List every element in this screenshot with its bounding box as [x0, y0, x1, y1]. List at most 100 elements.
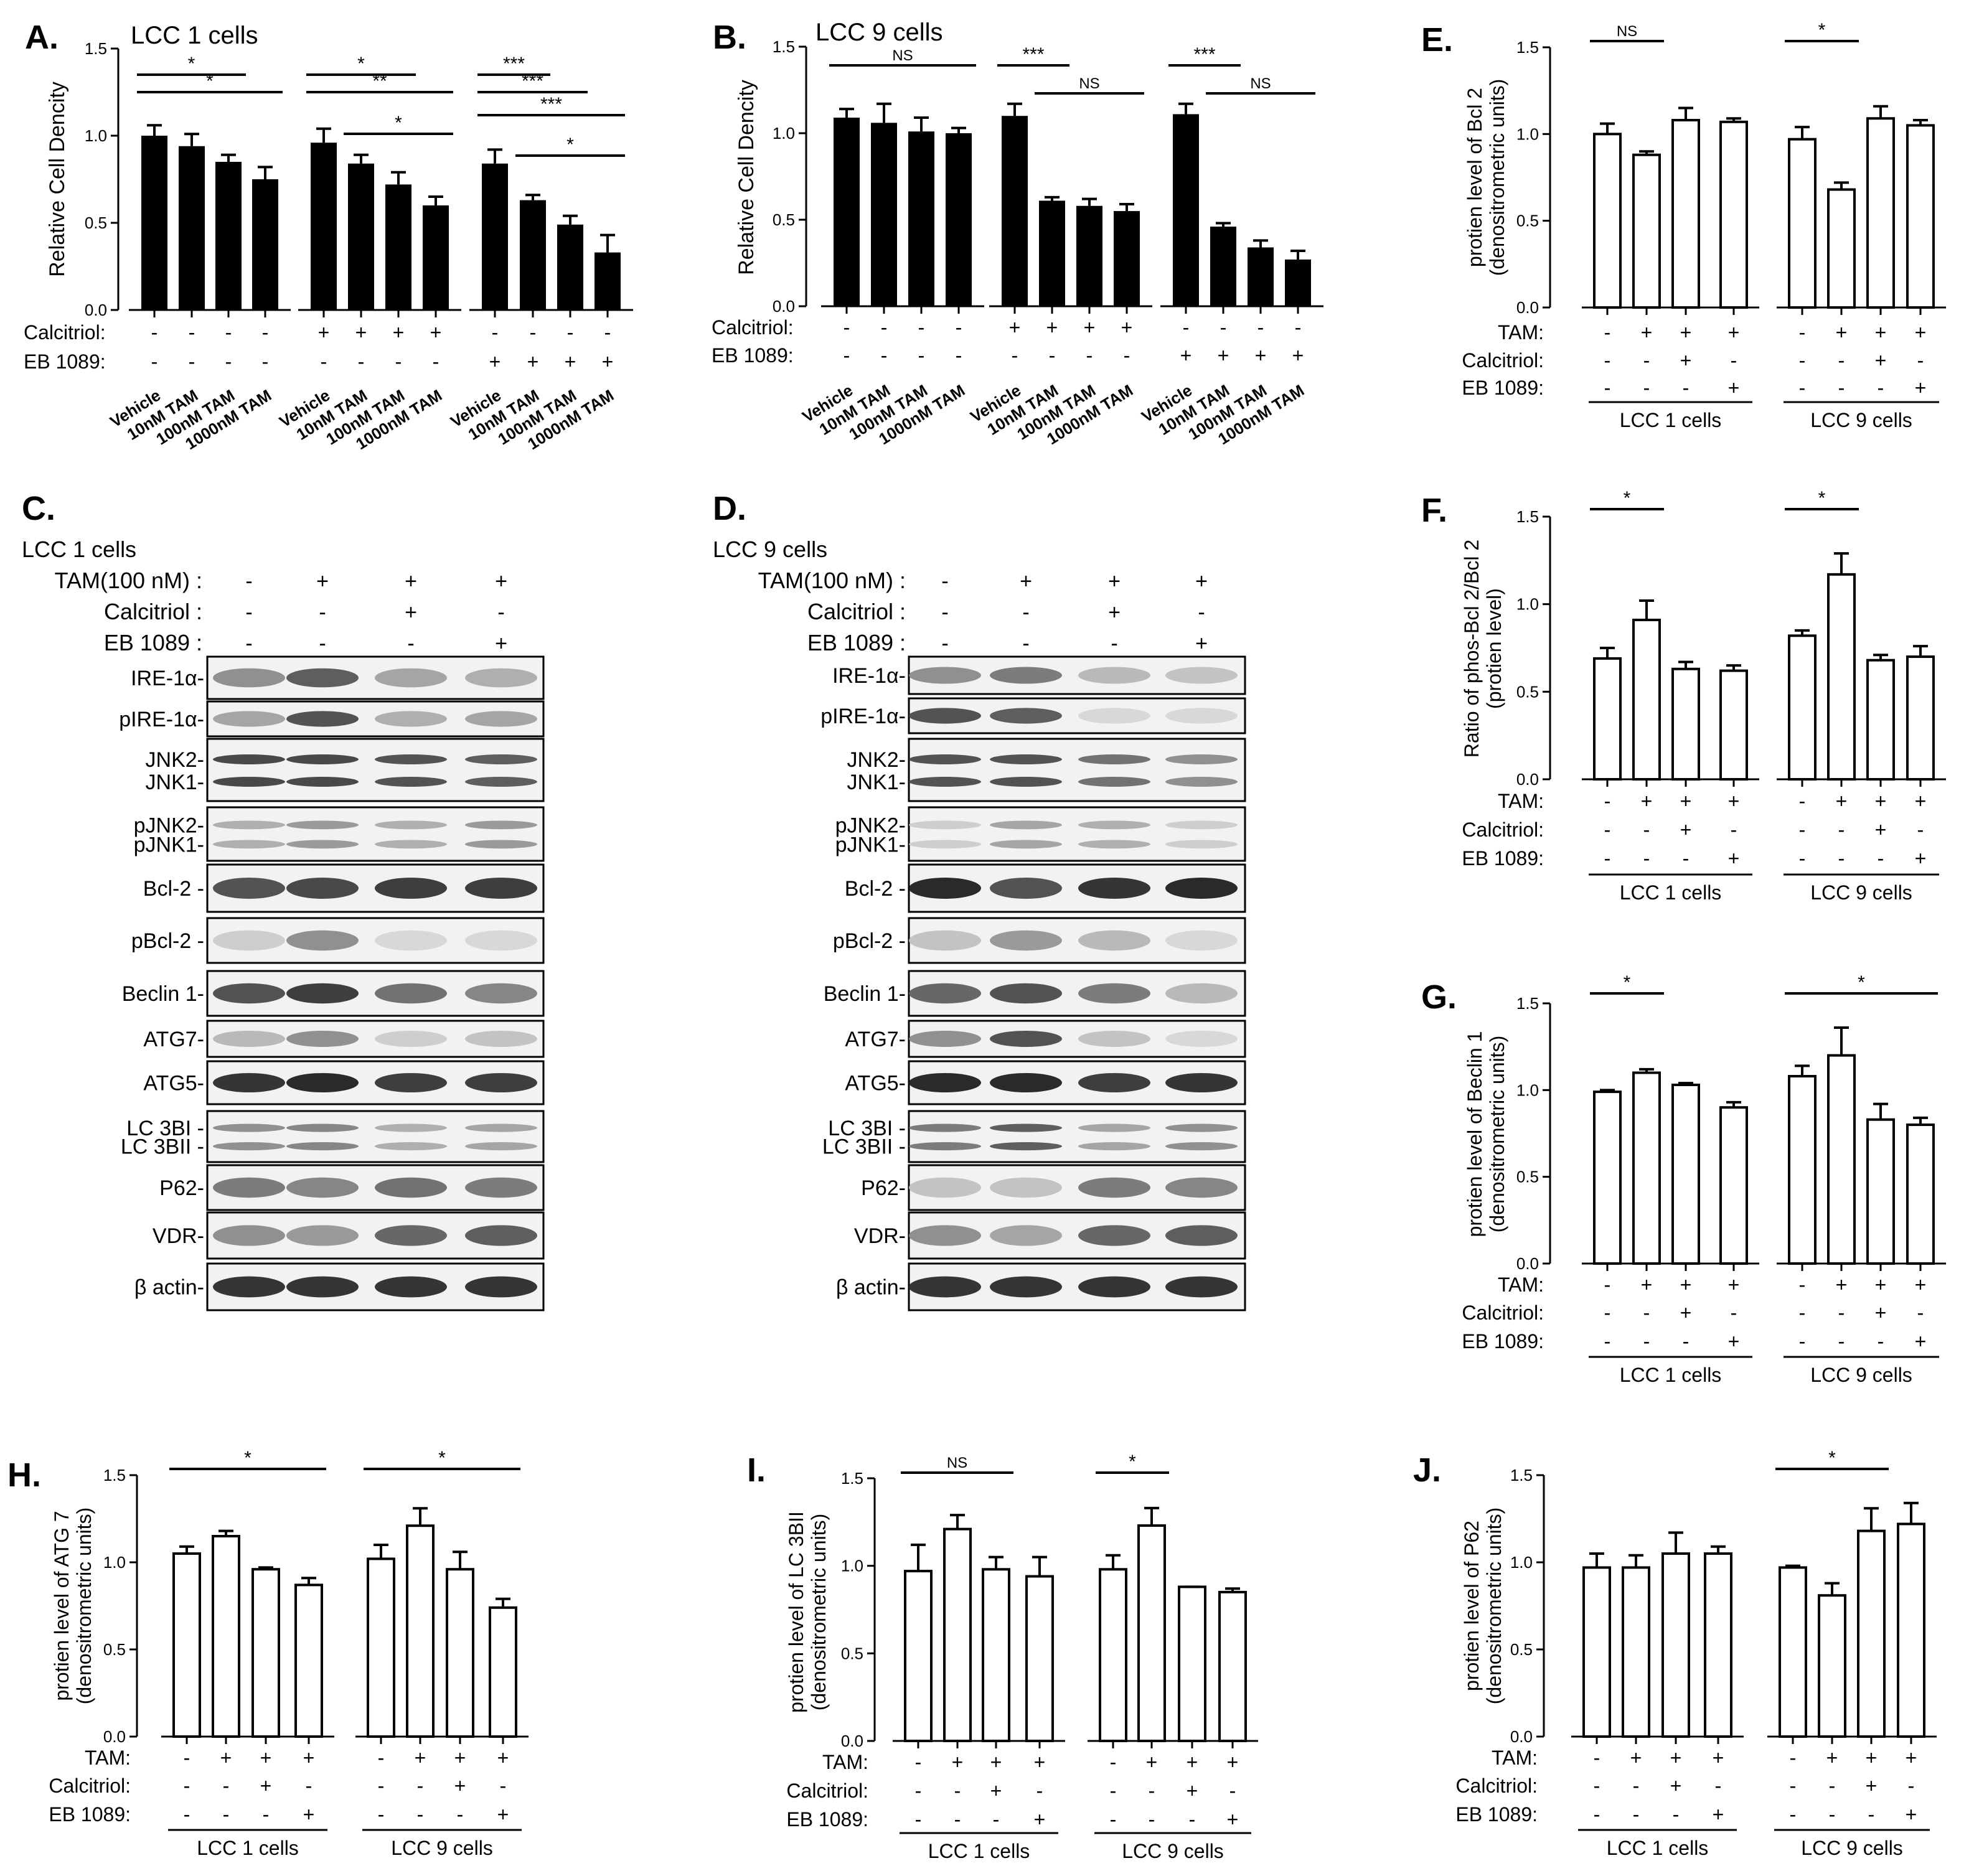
- treatment-sign: -: [378, 1803, 385, 1826]
- blot-band: [375, 983, 447, 1004]
- panel-label: A.: [25, 19, 59, 56]
- blot-band: [1165, 878, 1238, 899]
- treatment-sign: -: [1715, 1775, 1722, 1797]
- treatment-row-label: TAM(100 nM) :: [55, 568, 202, 593]
- significance-marker: *: [1624, 972, 1631, 993]
- treatment-sign: -: [1643, 818, 1650, 841]
- blot-band: [1078, 1123, 1150, 1132]
- panel-label: G.: [1421, 978, 1457, 1016]
- y-tick-label: 1.0: [841, 1557, 863, 1575]
- blot-strip-frame: [206, 1110, 545, 1163]
- bar: [871, 123, 897, 306]
- treatment-sign: +: [1034, 1751, 1046, 1773]
- treatment-sign: -: [1683, 1330, 1690, 1353]
- treatment-sign: +: [1680, 1301, 1692, 1324]
- treatment-sign: -: [1683, 847, 1690, 870]
- group-label: LCC 1 cells: [1607, 1837, 1709, 1859]
- blot-band: [375, 754, 447, 764]
- treatment-sign: -: [1878, 377, 1884, 399]
- treatment-sign: +: [1915, 790, 1927, 812]
- significance-marker: *: [1129, 1452, 1136, 1472]
- bar: [1719, 120, 1748, 309]
- blot-band: [286, 668, 359, 688]
- treatment-sign: -: [1604, 1273, 1611, 1296]
- treatment-sign: +: [1906, 1747, 1917, 1769]
- treatment-sign: +: [1875, 1301, 1887, 1324]
- blot-band: [286, 1225, 359, 1246]
- treatment-sign: -: [1829, 1803, 1836, 1826]
- significance-marker: NS: [1617, 23, 1637, 40]
- blot-band-label: JNK2-: [847, 748, 906, 772]
- blot-band: [465, 1030, 537, 1048]
- blot-band: [909, 708, 981, 724]
- treatment-sign: +: [527, 350, 539, 373]
- treatment-row-label: EB 1089:: [1462, 847, 1544, 870]
- blot-band: [990, 1225, 1062, 1246]
- chart-title: LCC 1 cells: [131, 22, 258, 49]
- treatment-row-label: EB 1089 :: [807, 630, 906, 655]
- panel-label: C.: [22, 490, 55, 527]
- treatment-sign: -: [1229, 1780, 1236, 1802]
- blot-band: [286, 840, 359, 849]
- blot-band: [286, 711, 359, 727]
- bar: [904, 1570, 933, 1743]
- blot-band: [990, 840, 1062, 849]
- blot-band: [286, 820, 359, 830]
- treatment-sign: -: [915, 1751, 922, 1773]
- y-axis-label: Relative Cell Dencity: [735, 80, 758, 275]
- blot-band-label: LC 3BII -: [121, 1135, 204, 1159]
- y-tick-label: 1.5: [841, 1469, 863, 1488]
- blot-band: [286, 754, 359, 764]
- blot-strip: Beclin 1-: [824, 970, 1246, 1017]
- bar: [1248, 247, 1274, 306]
- blot-band: [1165, 667, 1238, 684]
- y-axis-label: (protien level): [1483, 588, 1505, 709]
- treatment-sign: +: [1046, 316, 1058, 339]
- bar: [1704, 1552, 1732, 1738]
- treatment-sign: -: [1838, 818, 1845, 841]
- treatment-sign: -: [1124, 344, 1130, 367]
- blot-band: [909, 667, 981, 684]
- treatment-sign: -: [189, 321, 195, 344]
- treatment-sign: +: [1680, 1273, 1692, 1296]
- treatment-row-label: EB 1089:: [1462, 1330, 1544, 1353]
- significance-marker: *: [566, 134, 574, 155]
- treatment-sign: -: [1220, 316, 1227, 339]
- blot-strip: β actin-: [836, 1262, 1246, 1311]
- treatment-sign: -: [1086, 344, 1093, 367]
- bar: [557, 224, 583, 310]
- significance-marker: ***: [1193, 44, 1215, 65]
- y-tick-label: 0.0: [85, 301, 107, 319]
- blot-band-label: JNK2-: [146, 748, 204, 772]
- treatment-sign: -: [1731, 1301, 1737, 1324]
- treatment-sign: +: [430, 321, 442, 344]
- significance-marker: *: [244, 1448, 251, 1468]
- y-tick-label: 0.5: [85, 213, 107, 232]
- y-tick-label: 1.5: [1510, 1466, 1533, 1484]
- treatment-sign: +: [1121, 316, 1133, 339]
- treatment-sign: -: [395, 350, 402, 373]
- blot-band: [465, 1142, 537, 1151]
- y-tick-label: 0.0: [1516, 298, 1539, 317]
- blot-band: [990, 1030, 1062, 1048]
- treatment-sign: -: [941, 570, 948, 593]
- treatment-sign: -: [1049, 344, 1056, 367]
- treatment-sign: +: [415, 1747, 426, 1769]
- treatment-row-label: EB 1089:: [712, 344, 794, 367]
- y-tick-label: 1.5: [85, 39, 107, 58]
- bar: [1178, 1585, 1206, 1743]
- bar: [1582, 1566, 1611, 1738]
- bar: [1827, 1054, 1856, 1265]
- blot-band-label: β actin-: [134, 1276, 204, 1300]
- significance-marker: *: [1624, 488, 1631, 509]
- blot-band: [909, 840, 981, 849]
- treatment-sign: -: [1917, 349, 1924, 372]
- treatment-sign: +: [1728, 847, 1740, 870]
- treatment-sign: -: [184, 1803, 190, 1826]
- blot-band: [1165, 840, 1238, 849]
- group-label: LCC 9 cells: [1801, 1837, 1903, 1859]
- y-tick-label: 1.0: [103, 1553, 126, 1572]
- significance-marker: *: [395, 113, 402, 133]
- treatment-sign: -: [1022, 601, 1029, 624]
- chart-f: F. 0.0 0.5 1.0 1.5 Ratio of phos-Bcl 2/Bcl 2(…: [1421, 488, 1946, 904]
